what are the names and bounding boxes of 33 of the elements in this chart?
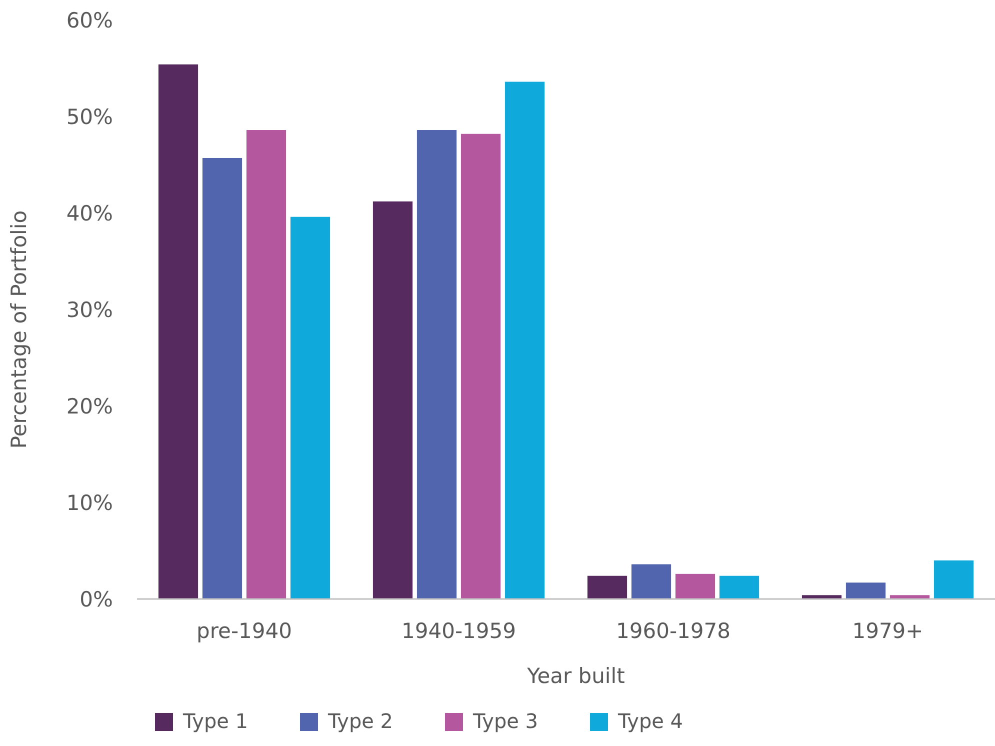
bar — [158, 64, 198, 599]
bar — [934, 560, 974, 599]
y-tick-label: 0% — [80, 587, 113, 612]
x-tick-label: pre-1940 — [196, 619, 292, 643]
bar — [846, 582, 886, 599]
bar — [631, 564, 672, 599]
y-tick-label: 30% — [66, 298, 113, 322]
y-tick-label: 20% — [66, 394, 113, 418]
y-tick-label: 60% — [66, 8, 113, 32]
bar — [246, 130, 286, 599]
legend-label: Type 3 — [472, 709, 538, 733]
x-tick-label: 1979+ — [852, 619, 924, 643]
legend-label: Type 1 — [182, 709, 248, 733]
bar — [202, 158, 242, 599]
bar — [675, 574, 716, 599]
bar — [460, 134, 501, 599]
bar — [504, 82, 545, 599]
bar — [890, 595, 930, 599]
bar — [587, 576, 628, 599]
legend-label: Type 4 — [617, 709, 684, 733]
bar — [290, 216, 330, 599]
y-tick-label: 10% — [66, 490, 113, 515]
x-tick-label: 1940-1959 — [402, 619, 516, 643]
bar — [719, 576, 760, 599]
legend-label: Type 2 — [327, 709, 394, 733]
y-tick-label: 50% — [66, 104, 113, 129]
y-axis-title: Percentage of Portfolio — [7, 210, 31, 449]
bar — [802, 595, 842, 599]
bar — [372, 201, 413, 599]
x-tick-label: 1960-1978 — [616, 619, 730, 643]
bar — [416, 130, 457, 599]
y-tick-label: 40% — [66, 201, 113, 226]
x-axis-title: Year built — [526, 664, 625, 688]
